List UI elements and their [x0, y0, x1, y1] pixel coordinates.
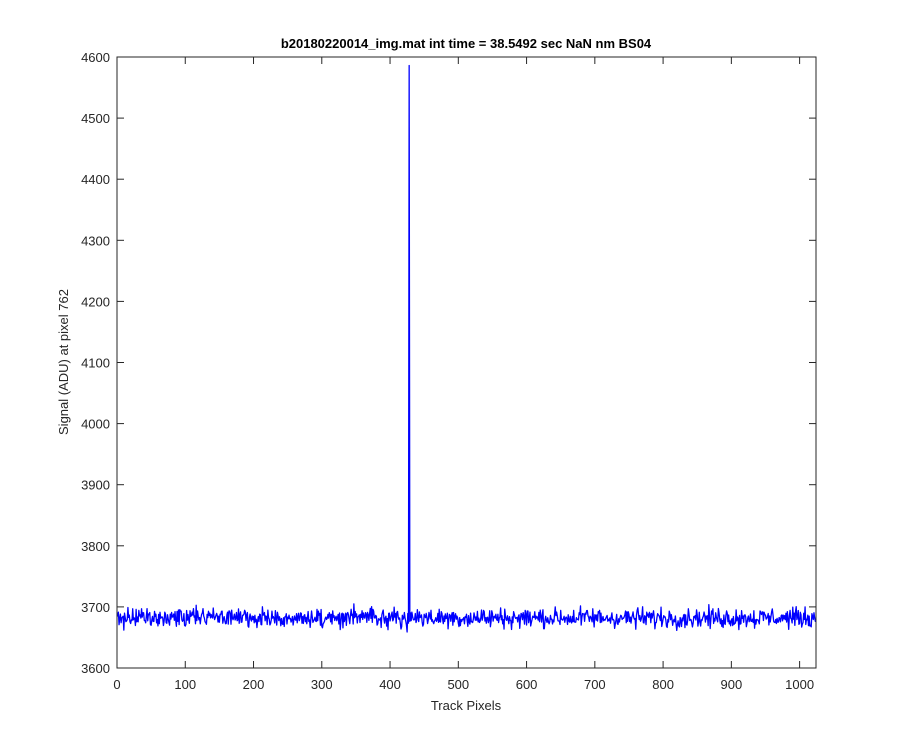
y-tick-label: 4100 — [81, 356, 110, 371]
y-tick-label: 3700 — [81, 600, 110, 615]
y-tick-label: 3800 — [81, 539, 110, 554]
y-axis-label: Signal (ADU) at pixel 762 — [56, 289, 71, 435]
x-tick-label: 700 — [584, 677, 606, 692]
x-tick-label: 800 — [652, 677, 674, 692]
y-tick-label: 3600 — [81, 661, 110, 676]
y-tick-label: 4400 — [81, 172, 110, 187]
y-axis: 3600 3700 3800 3900 4000 4100 4200 4300 4400 4500… — [81, 50, 816, 676]
x-tick-label: 200 — [243, 677, 265, 692]
x-tick-label: 600 — [516, 677, 538, 692]
x-tick-label: 400 — [379, 677, 401, 692]
y-tick-label: 4600 — [81, 50, 110, 65]
y-tick-label: 4300 — [81, 233, 110, 248]
data-layer — [117, 64, 817, 633]
x-axis-label: Track Pixels — [431, 698, 502, 713]
plot-area — [117, 57, 816, 668]
chart-title: b20180220014_img.mat int time = 38.5492 … — [281, 36, 652, 51]
x-tick-label: 500 — [447, 677, 469, 692]
y-tick-label: 4500 — [81, 111, 110, 126]
x-tick-label: 0 — [113, 677, 120, 692]
x-tick-label: 100 — [174, 677, 196, 692]
y-tick-label: 4200 — [81, 294, 110, 309]
x-axis: 0 100 200 300 400 500 600 700 800 900 1000 — [113, 57, 814, 692]
series-line — [117, 64, 817, 633]
x-tick-label: 1000 — [785, 677, 814, 692]
x-tick-label: 300 — [311, 677, 333, 692]
x-tick-label: 900 — [721, 677, 743, 692]
y-tick-label: 4000 — [81, 417, 110, 432]
y-tick-label: 3900 — [81, 478, 110, 493]
